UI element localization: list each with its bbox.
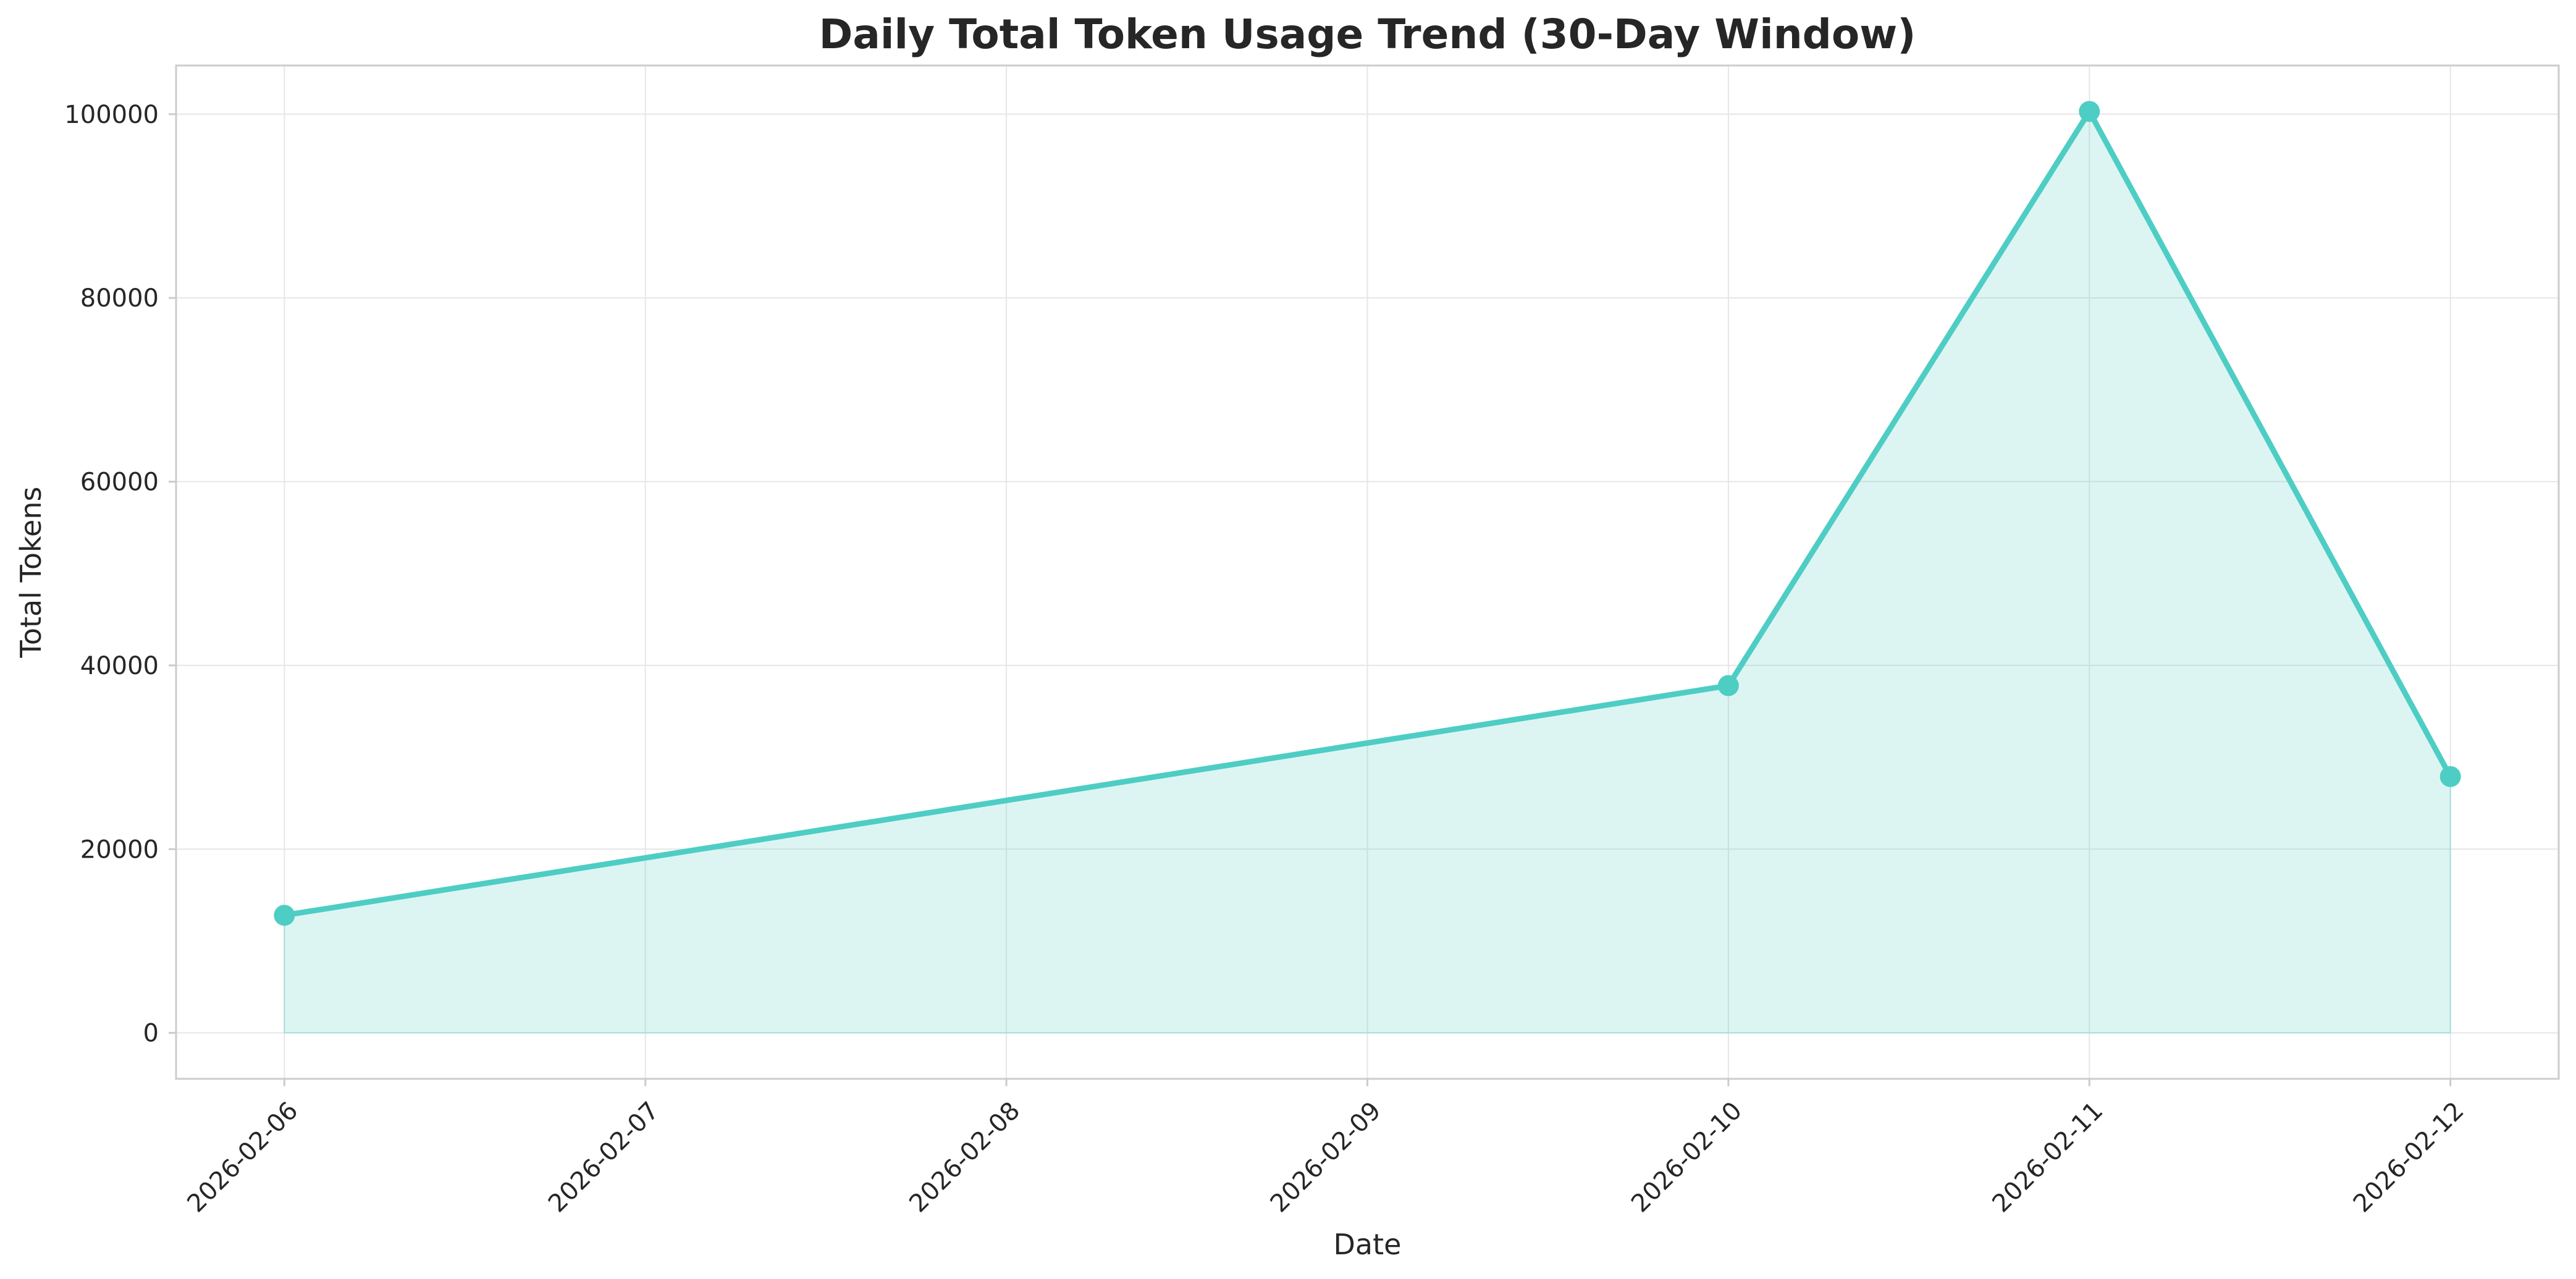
x-tick-label: 2026-02-08 xyxy=(904,1097,1025,1218)
y-tick-label: 40000 xyxy=(80,652,159,680)
chart-title: Daily Total Token Usage Trend (30-Day Wi… xyxy=(819,11,1916,58)
point-layer xyxy=(274,101,2461,926)
x-tick-label: 2026-02-07 xyxy=(543,1097,665,1218)
data-point-2026-02-12 xyxy=(2439,766,2461,787)
x-tick-label: 2026-02-09 xyxy=(1265,1097,1387,1218)
data-point-2026-02-06 xyxy=(274,905,295,926)
y-tick-label: 20000 xyxy=(80,835,159,864)
x-axis-label: Date xyxy=(1334,1228,1402,1261)
x-tick-label: 2026-02-06 xyxy=(182,1097,303,1218)
x-tick-label: 2026-02-11 xyxy=(1987,1097,2108,1218)
data-point-2026-02-10 xyxy=(1717,675,1739,696)
x-tick-label: 2026-02-12 xyxy=(2348,1097,2470,1218)
y-axis-label: Total Tokens xyxy=(14,487,48,659)
series-line xyxy=(281,108,2454,918)
line-layer xyxy=(281,108,2454,918)
y-tick-label: 60000 xyxy=(80,468,159,497)
y-tick-label: 0 xyxy=(143,1019,159,1048)
data-point-2026-02-11 xyxy=(2079,101,2100,122)
x-tick-label: 2026-02-10 xyxy=(1626,1097,1748,1218)
y-tick-label: 80000 xyxy=(80,284,159,313)
grid-layer xyxy=(176,65,2559,1079)
y-tick-label: 100000 xyxy=(64,101,159,129)
